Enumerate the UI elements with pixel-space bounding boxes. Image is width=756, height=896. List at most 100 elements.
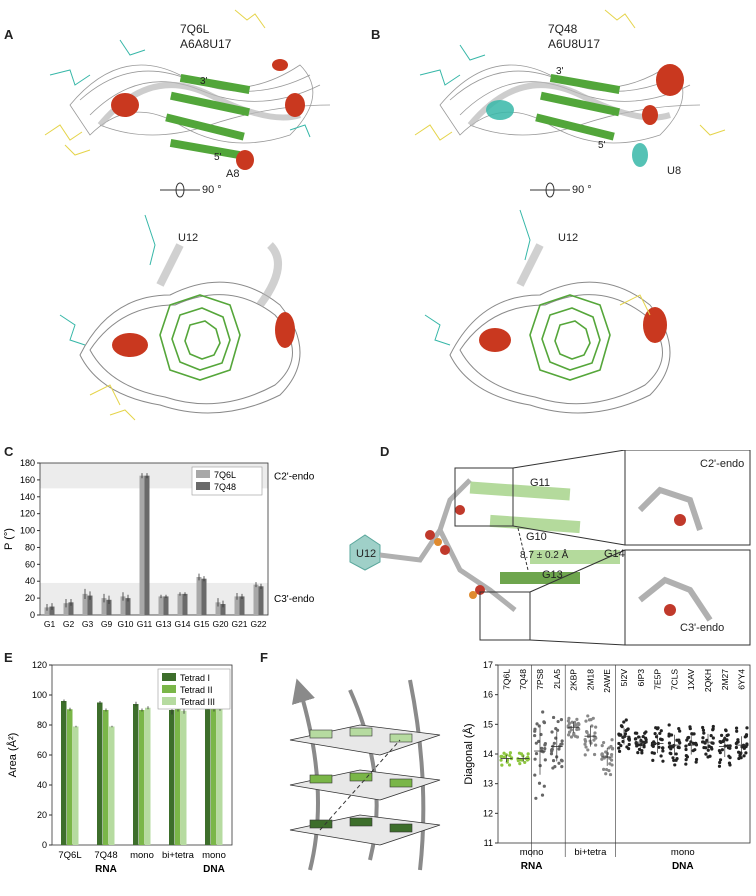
data-point [637,747,642,751]
data-point [651,758,655,762]
y-axis-label: Area (Å²) [6,733,19,778]
bar [182,593,188,615]
bar [217,706,223,845]
panel-b-rotation: 90 ° [572,184,592,196]
data-point [567,721,572,725]
data-point [583,742,587,746]
data-point [735,729,739,733]
data-point [560,759,564,763]
data-point [572,731,576,735]
panel-d-label-u12: U12 [356,548,377,560]
rotation-icon-b [530,182,570,198]
bar [196,577,202,615]
data-point [534,796,538,800]
bar [201,578,207,615]
data-point [684,747,688,752]
data-point [661,746,665,750]
bar [63,603,69,615]
data-point [600,744,604,748]
data-point [692,732,696,736]
data-point [659,729,663,733]
y-tick-label: 14 [483,749,493,759]
data-point [654,726,658,730]
panel-d-label-c2: C2'-endo [700,458,745,470]
structure-a-top-image [44,9,331,170]
data-point [540,793,545,797]
data-point [508,753,512,758]
data-point [589,718,593,722]
column-label: 2M18 [585,669,595,691]
data-point [535,722,539,726]
data-point [557,761,561,765]
data-point [694,757,699,762]
legend-label: Tetrad II [180,685,213,695]
band-label-c3: C3'-endo [274,594,315,605]
panel-b-3prime: 3' [556,66,564,77]
panel-a-pdb: 7Q6L [180,22,210,36]
x-tick-label: G1 [44,619,56,629]
panel-d-label-g14: G14 [604,548,625,560]
bar [44,607,50,615]
chart-c-pseudorotation: 0 20 40 60 80 100 120 140 160 180 P (°) G1 G2 G3 G9 G10… [3,458,315,629]
bar [220,604,226,615]
data-point [717,764,722,768]
data-point [610,747,615,751]
data-point [668,751,672,755]
data-point [718,739,722,744]
data-point [742,754,746,758]
x-group-rna: RNA [521,861,543,872]
data-point [586,714,590,718]
panel-b-5prime: 5' [598,140,606,151]
x-tick-label: mono [202,850,226,861]
panel-f-letter: F [260,650,268,665]
bar [215,602,221,615]
data-point [734,726,739,730]
chart-e-tetrad-area: 0 20 40 60 80 100 120 Area (Å²) 7Q6L 7Q48 mono bi+t… [6,660,233,875]
group-label-dna: DNA [203,864,225,875]
structure-a-bottom-image [59,214,301,421]
data-point [640,751,644,755]
data-point [504,753,508,757]
data-point [500,763,504,767]
data-point [669,733,674,737]
data-point [610,738,614,742]
data-point [551,766,555,770]
data-point [661,749,665,753]
x-tick-label: G20 [212,619,228,629]
data-point [608,756,612,760]
data-point [667,723,671,727]
bar [158,596,164,615]
x-tick-label: G2 [63,619,75,629]
y-tick-label: 16 [483,690,493,700]
panel-d-label-g10: G10 [526,531,547,543]
data-point [634,741,638,746]
x-group-mono2: mono [671,847,695,858]
data-point [674,758,678,762]
x-tick-label: G10 [117,619,133,629]
data-point [736,738,740,742]
legend-swatch [196,470,210,478]
data-point [740,745,744,749]
chart-f-diagonal: 11 12 13 14 15 16 17 Diagonal (Å) 7Q6L 7Q48 7PS8 2L… [462,660,751,872]
data-point [550,748,554,752]
column-label: 7E5P [653,669,663,690]
data-point [661,759,665,763]
data-point [557,747,561,751]
data-point [657,745,661,749]
panel-d-label-c3: C3'-endo [680,622,725,634]
data-point [653,732,657,736]
legend-swatch [162,673,176,681]
data-point [594,725,598,729]
data-point [635,731,639,735]
panel-b-bottom-residue: U12 [558,232,579,244]
data-point [637,735,641,739]
y-tick-label: 100 [32,690,47,700]
data-point [644,730,648,734]
data-point [623,732,628,736]
bar [67,709,73,845]
data-point [583,739,588,743]
column-label: 1XAV [686,669,696,690]
data-point [569,728,573,732]
data-point [608,772,613,777]
data-point [609,744,613,749]
